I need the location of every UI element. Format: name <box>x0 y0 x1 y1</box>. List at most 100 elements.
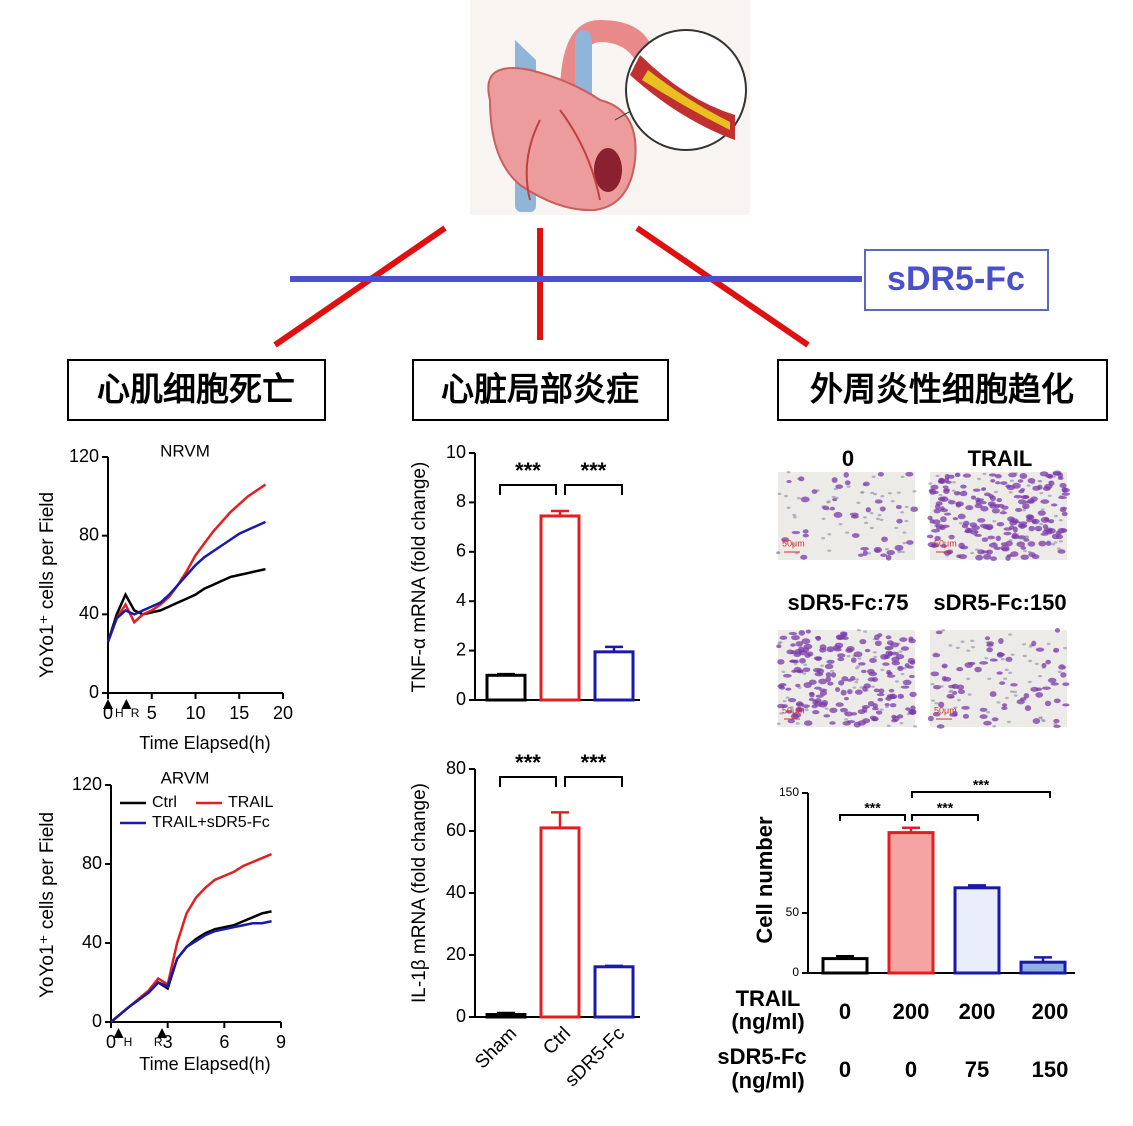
significance-label: *** <box>973 777 990 793</box>
stained-cell <box>1010 551 1019 557</box>
stained-cell <box>859 638 867 645</box>
cell <box>1053 514 1058 518</box>
cell <box>902 541 907 545</box>
error-bar <box>551 509 569 516</box>
stained-cell <box>906 540 914 545</box>
cell <box>831 495 836 499</box>
stained-cell <box>795 702 805 706</box>
cell <box>966 677 971 681</box>
cell <box>1051 543 1056 546</box>
x-axis-label: Time Elapsed(h) <box>139 1054 270 1074</box>
stained-cell <box>862 550 868 556</box>
stained-cell <box>996 652 1006 657</box>
stained-cell <box>801 704 811 708</box>
stained-cell <box>837 653 846 658</box>
cell <box>1003 677 1008 680</box>
stained-cell <box>1040 516 1050 523</box>
cell <box>898 650 903 653</box>
cell <box>827 549 832 552</box>
chart-title: ARVM <box>161 768 210 787</box>
chart: 0 20 40 60 80 IL-1β mRNA (fold change) Sham Ctr… <box>409 750 640 1091</box>
cell <box>890 500 895 503</box>
stained-cell <box>994 474 1002 479</box>
stained-cell <box>819 688 828 692</box>
stained-cell <box>993 546 1002 550</box>
y-axis-label: IL-1β mRNA (fold change) <box>409 783 430 1003</box>
stained-cell <box>890 651 900 656</box>
stained-cell <box>776 644 782 649</box>
x-tick-label: Sham <box>471 1023 521 1073</box>
stained-cell <box>822 505 830 511</box>
cell <box>1047 494 1052 498</box>
micrograph: 50μm <box>776 628 917 728</box>
stained-cell <box>889 703 897 708</box>
stained-cell <box>988 473 997 477</box>
stained-cell <box>796 669 804 673</box>
stained-cell <box>1028 552 1036 558</box>
stained-cell <box>1011 532 1018 539</box>
cell <box>785 696 790 699</box>
cell <box>1058 540 1063 543</box>
stained-cell <box>802 533 809 538</box>
stained-cell <box>991 508 1000 514</box>
stained-cell <box>795 641 803 647</box>
heading-box <box>412 359 669 421</box>
stained-cell <box>900 685 910 689</box>
cell <box>870 685 875 688</box>
stained-cell <box>1006 484 1016 491</box>
cell <box>854 681 859 684</box>
stained-cell <box>846 720 856 724</box>
chart: 0 2 4 6 8 10 TNF-α mRNA (fold change) *** *** <box>409 442 640 709</box>
stained-cell <box>1003 531 1012 536</box>
y-tick-label: 0 <box>456 689 466 709</box>
stained-cell <box>1048 480 1055 486</box>
stained-cell <box>957 689 966 695</box>
cell <box>855 678 860 681</box>
stained-cell <box>930 484 939 490</box>
stained-cell <box>787 719 795 724</box>
stained-cell <box>974 666 982 673</box>
cell-value: 200 <box>893 999 930 1024</box>
stained-cell <box>884 645 894 651</box>
bar <box>539 514 581 702</box>
stained-cell <box>899 637 908 642</box>
stained-cell <box>812 667 822 673</box>
cell <box>955 646 960 650</box>
stained-cell <box>1062 682 1070 686</box>
cell <box>792 515 797 519</box>
stained-cell <box>1000 544 1010 551</box>
cell <box>900 475 905 479</box>
stained-cell <box>790 650 797 655</box>
micrograph-bg <box>778 472 915 560</box>
cell-value: 200 <box>1032 999 1069 1024</box>
stained-cell <box>977 518 986 523</box>
stained-cell <box>909 691 917 698</box>
cell <box>1022 654 1027 658</box>
stained-cell <box>969 529 979 535</box>
stained-cell <box>881 536 888 543</box>
stained-cell <box>1023 538 1030 542</box>
stained-cell <box>869 657 877 664</box>
stained-cell <box>940 516 947 523</box>
stained-cell <box>1035 692 1044 698</box>
cell <box>867 552 872 555</box>
cell <box>1013 694 1018 697</box>
stained-cell <box>1027 498 1035 504</box>
stained-cell <box>777 703 786 709</box>
stained-cell <box>1027 541 1036 547</box>
stained-cell <box>991 717 999 722</box>
cell <box>820 664 825 667</box>
cell <box>1039 522 1044 526</box>
cell <box>935 474 940 478</box>
stained-cell <box>1059 483 1067 488</box>
stained-cell <box>809 692 815 698</box>
stained-cell <box>844 711 854 717</box>
stained-cell <box>891 714 897 719</box>
significance-label: *** <box>515 750 541 775</box>
cell <box>846 655 851 658</box>
stained-cell <box>844 480 851 486</box>
stained-cell <box>927 515 933 521</box>
cell <box>802 672 807 675</box>
stained-cell <box>857 709 866 715</box>
annotation: H <box>115 706 124 720</box>
